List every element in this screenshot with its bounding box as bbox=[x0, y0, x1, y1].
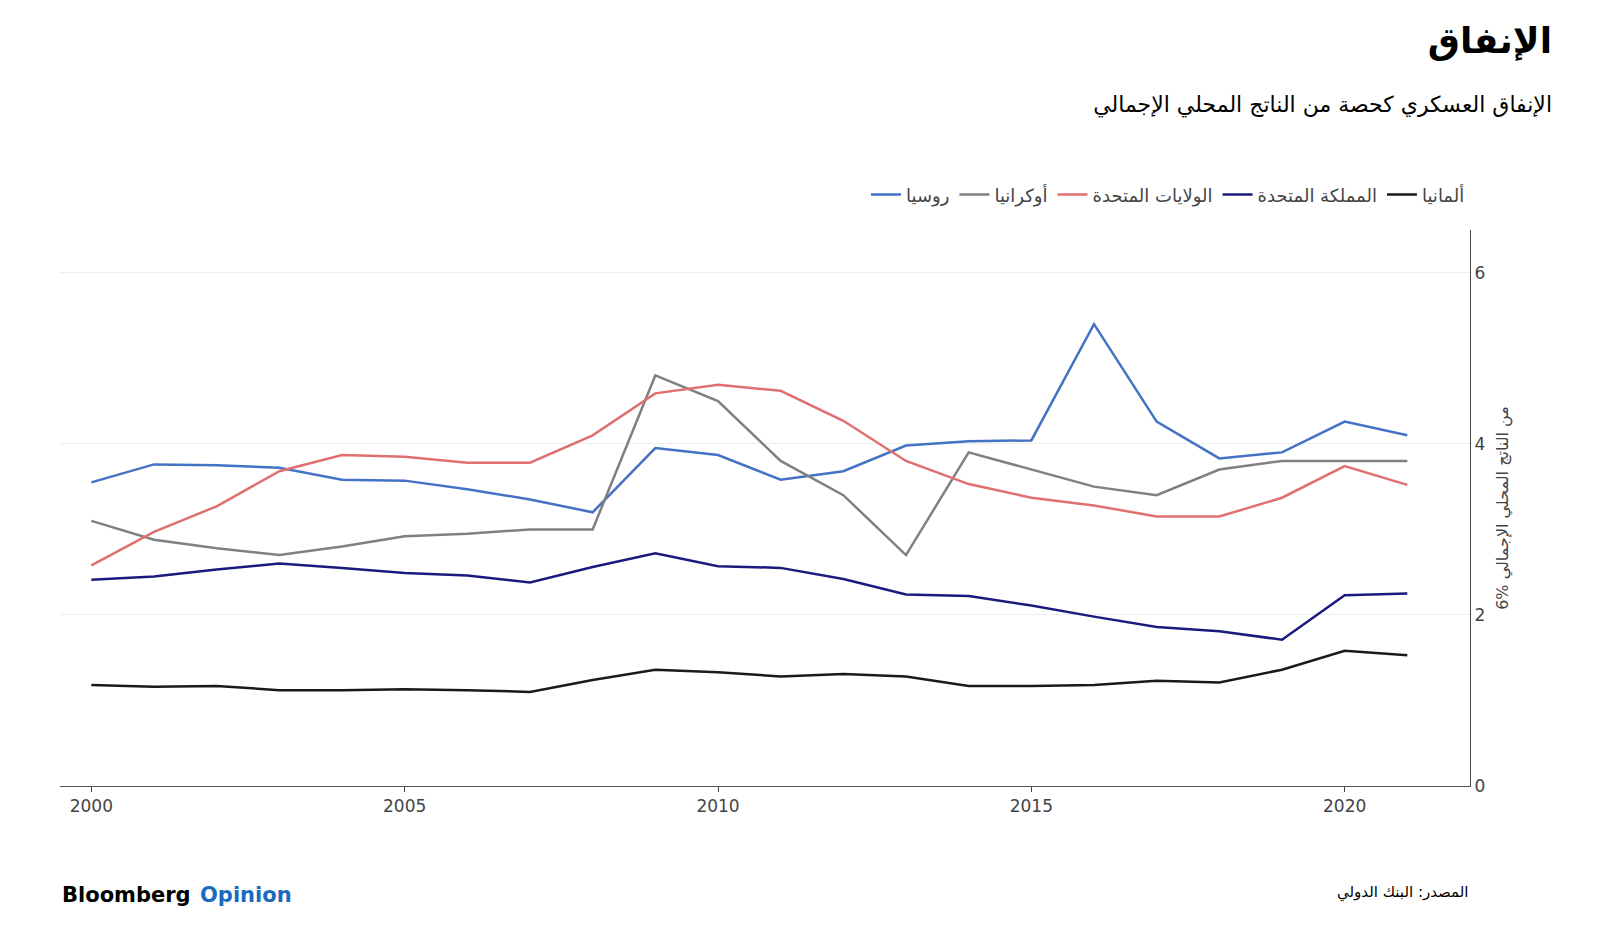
svg-text:Opinion: Opinion bbox=[200, 883, 292, 907]
svg-text:المصدر: البنك الدولي: المصدر: البنك الدولي bbox=[1337, 883, 1468, 902]
svg-text:2015: 2015 bbox=[1010, 796, 1053, 816]
svg-text:6% من الناتج المحلي الإجمالي: 6% من الناتج المحلي الإجمالي bbox=[1493, 406, 1513, 610]
svg-text:الإنفاق: الإنفاق bbox=[1428, 20, 1552, 61]
svg-text:Bloomberg: Bloomberg bbox=[62, 883, 191, 907]
svg-text:الإنفاق العسكري كحصة من الناتج: الإنفاق العسكري كحصة من الناتج المحلي ال… bbox=[1093, 92, 1552, 118]
svg-text:روسيا: روسيا bbox=[906, 185, 949, 207]
svg-text:أوكرانيا: أوكرانيا bbox=[994, 184, 1047, 207]
svg-text:6: 6 bbox=[1474, 263, 1485, 283]
svg-text:2: 2 bbox=[1474, 605, 1485, 625]
svg-text:2010: 2010 bbox=[696, 796, 739, 816]
svg-text:0: 0 bbox=[1474, 776, 1485, 796]
svg-text:المملكة المتحدة: المملكة المتحدة bbox=[1258, 185, 1377, 206]
svg-text:4: 4 bbox=[1474, 434, 1485, 454]
svg-text:2005: 2005 bbox=[383, 796, 426, 816]
svg-text:2020: 2020 bbox=[1323, 796, 1366, 816]
svg-text:الولايات المتحدة: الولايات المتحدة bbox=[1093, 185, 1213, 207]
svg-text:2000: 2000 bbox=[70, 796, 113, 816]
svg-text:ألمانيا: ألمانيا bbox=[1422, 184, 1464, 206]
